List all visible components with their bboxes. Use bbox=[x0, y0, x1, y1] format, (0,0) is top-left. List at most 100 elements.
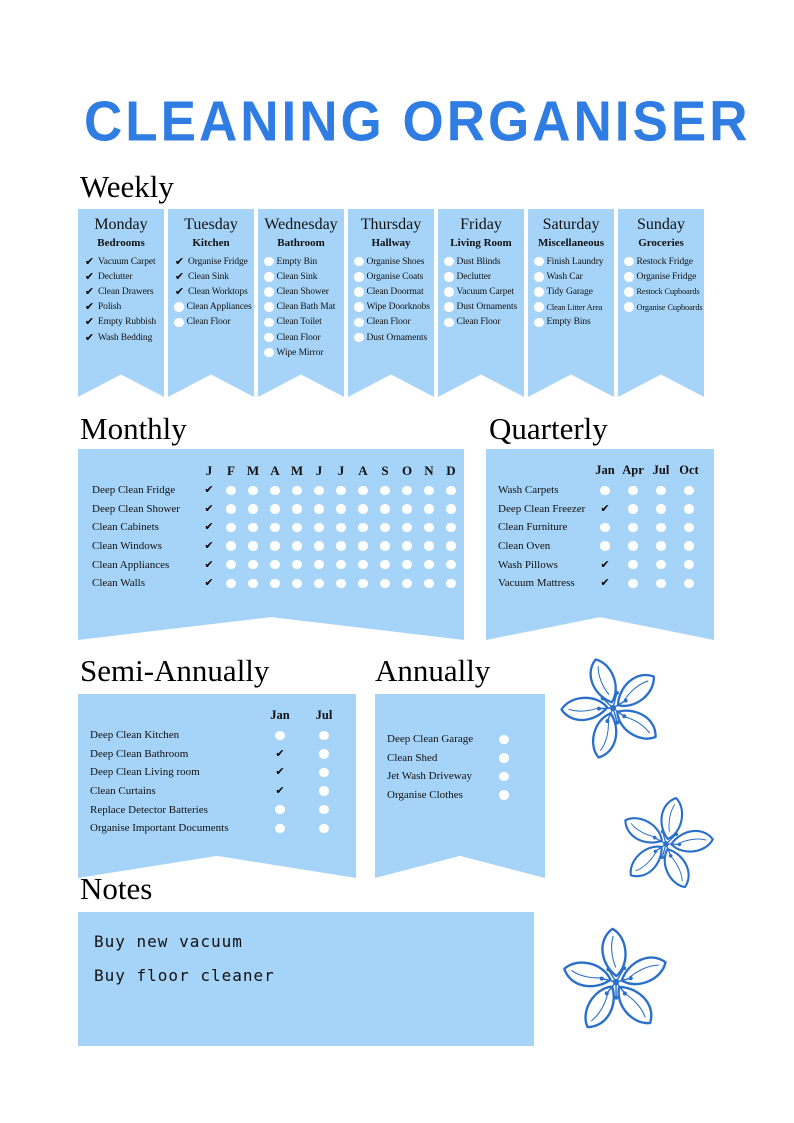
checkbox-unchecked-icon[interactable] bbox=[226, 541, 236, 551]
checkbox-unchecked-icon[interactable] bbox=[226, 504, 236, 514]
checkbox-unchecked-icon[interactable] bbox=[424, 504, 434, 514]
checkbox-unchecked-icon[interactable] bbox=[314, 578, 324, 589]
checkbox-unchecked-icon[interactable] bbox=[270, 559, 280, 570]
checkbox-unchecked-icon[interactable] bbox=[380, 559, 390, 570]
checkbox-unchecked-icon[interactable] bbox=[628, 504, 638, 514]
checkbox-unchecked-icon[interactable] bbox=[319, 786, 329, 796]
checkbox-unchecked-icon[interactable] bbox=[656, 485, 666, 496]
checkbox-unchecked-icon[interactable] bbox=[444, 272, 454, 282]
checkbox-unchecked-icon[interactable] bbox=[292, 559, 302, 570]
checkbox-unchecked-icon[interactable] bbox=[624, 272, 634, 282]
checkbox-checked-icon[interactable]: ✔ bbox=[275, 784, 285, 798]
checkbox-unchecked-icon[interactable] bbox=[336, 522, 346, 533]
checkbox-unchecked-icon[interactable] bbox=[358, 485, 368, 496]
checkbox-unchecked-icon[interactable] bbox=[314, 541, 324, 551]
checkbox-unchecked-icon[interactable] bbox=[534, 272, 544, 282]
checkbox-unchecked-icon[interactable] bbox=[424, 578, 434, 589]
checkbox-unchecked-icon[interactable] bbox=[656, 504, 666, 514]
checkbox-unchecked-icon[interactable] bbox=[446, 504, 456, 514]
checkbox-unchecked-icon[interactable] bbox=[354, 256, 364, 267]
checkbox-unchecked-icon[interactable] bbox=[534, 256, 544, 267]
checkbox-checked-icon[interactable]: ✔ bbox=[204, 557, 214, 571]
checkbox-unchecked-icon[interactable] bbox=[684, 522, 694, 533]
checkbox-unchecked-icon[interactable] bbox=[264, 272, 274, 282]
checkbox-unchecked-icon[interactable] bbox=[314, 559, 324, 570]
checkbox-unchecked-icon[interactable] bbox=[248, 522, 258, 533]
checkbox-unchecked-icon[interactable] bbox=[336, 559, 346, 570]
checkbox-checked-icon[interactable]: ✔ bbox=[204, 501, 214, 515]
checkbox-unchecked-icon[interactable] bbox=[358, 541, 368, 551]
checkbox-checked-icon[interactable]: ✔ bbox=[600, 557, 610, 571]
checkbox-unchecked-icon[interactable] bbox=[600, 541, 610, 551]
checkbox-unchecked-icon[interactable] bbox=[402, 504, 412, 514]
checkbox-unchecked-icon[interactable] bbox=[174, 317, 184, 328]
checkbox-unchecked-icon[interactable] bbox=[319, 767, 329, 778]
checkbox-unchecked-icon[interactable] bbox=[684, 578, 694, 589]
checkbox-unchecked-icon[interactable] bbox=[270, 485, 280, 496]
checkbox-checked-icon[interactable]: ✔ bbox=[204, 576, 214, 590]
checkbox-unchecked-icon[interactable] bbox=[684, 504, 694, 514]
checkbox-unchecked-icon[interactable] bbox=[270, 541, 280, 551]
checkbox-unchecked-icon[interactable] bbox=[292, 485, 302, 496]
checkbox-unchecked-icon[interactable] bbox=[319, 804, 329, 815]
checkbox-checked-icon[interactable]: ✔ bbox=[84, 300, 95, 314]
checkbox-unchecked-icon[interactable] bbox=[628, 559, 638, 570]
checkbox-unchecked-icon[interactable] bbox=[499, 734, 509, 745]
checkbox-unchecked-icon[interactable] bbox=[424, 559, 434, 570]
checkbox-checked-icon[interactable]: ✔ bbox=[84, 269, 95, 283]
checkbox-checked-icon[interactable]: ✔ bbox=[275, 765, 285, 779]
checkbox-unchecked-icon[interactable] bbox=[248, 504, 258, 514]
checkbox-unchecked-icon[interactable] bbox=[358, 578, 368, 589]
checkbox-unchecked-icon[interactable] bbox=[248, 559, 258, 570]
checkbox-unchecked-icon[interactable] bbox=[424, 541, 434, 551]
checkbox-unchecked-icon[interactable] bbox=[275, 730, 285, 741]
checkbox-unchecked-icon[interactable] bbox=[402, 541, 412, 551]
checkbox-unchecked-icon[interactable] bbox=[534, 317, 544, 328]
checkbox-checked-icon[interactable]: ✔ bbox=[174, 269, 185, 283]
checkbox-unchecked-icon[interactable] bbox=[444, 302, 454, 312]
checkbox-unchecked-icon[interactable] bbox=[292, 504, 302, 514]
checkbox-unchecked-icon[interactable] bbox=[314, 485, 324, 496]
checkbox-unchecked-icon[interactable] bbox=[446, 578, 456, 589]
checkbox-unchecked-icon[interactable] bbox=[446, 559, 456, 570]
checkbox-unchecked-icon[interactable] bbox=[402, 578, 412, 589]
checkbox-unchecked-icon[interactable] bbox=[358, 504, 368, 514]
checkbox-unchecked-icon[interactable] bbox=[628, 485, 638, 496]
checkbox-unchecked-icon[interactable] bbox=[628, 522, 638, 533]
checkbox-unchecked-icon[interactable] bbox=[499, 771, 509, 782]
checkbox-unchecked-icon[interactable] bbox=[314, 504, 324, 514]
checkbox-checked-icon[interactable]: ✔ bbox=[174, 254, 185, 268]
checkbox-unchecked-icon[interactable] bbox=[446, 522, 456, 533]
checkbox-unchecked-icon[interactable] bbox=[684, 559, 694, 570]
checkbox-unchecked-icon[interactable] bbox=[380, 485, 390, 496]
checkbox-checked-icon[interactable]: ✔ bbox=[84, 284, 95, 298]
checkbox-unchecked-icon[interactable] bbox=[292, 541, 302, 551]
checkbox-unchecked-icon[interactable] bbox=[248, 541, 258, 551]
checkbox-unchecked-icon[interactable] bbox=[656, 522, 666, 533]
checkbox-unchecked-icon[interactable] bbox=[336, 578, 346, 589]
checkbox-unchecked-icon[interactable] bbox=[380, 504, 390, 514]
checkbox-unchecked-icon[interactable] bbox=[534, 287, 544, 297]
checkbox-unchecked-icon[interactable] bbox=[264, 317, 274, 328]
checkbox-checked-icon[interactable]: ✔ bbox=[84, 330, 95, 344]
checkbox-unchecked-icon[interactable] bbox=[264, 332, 274, 343]
checkbox-unchecked-icon[interactable] bbox=[275, 804, 285, 815]
checkbox-unchecked-icon[interactable] bbox=[446, 485, 456, 496]
checkbox-unchecked-icon[interactable] bbox=[380, 578, 390, 589]
checkbox-unchecked-icon[interactable] bbox=[226, 522, 236, 533]
checkbox-unchecked-icon[interactable] bbox=[248, 578, 258, 589]
checkbox-unchecked-icon[interactable] bbox=[336, 485, 346, 496]
checkbox-unchecked-icon[interactable] bbox=[292, 522, 302, 533]
checkbox-unchecked-icon[interactable] bbox=[684, 541, 694, 551]
checkbox-checked-icon[interactable]: ✔ bbox=[174, 284, 185, 298]
checkbox-unchecked-icon[interactable] bbox=[270, 578, 280, 589]
checkbox-unchecked-icon[interactable] bbox=[446, 541, 456, 551]
checkbox-unchecked-icon[interactable] bbox=[358, 559, 368, 570]
checkbox-unchecked-icon[interactable] bbox=[354, 332, 364, 343]
checkbox-unchecked-icon[interactable] bbox=[402, 559, 412, 570]
checkbox-unchecked-icon[interactable] bbox=[270, 504, 280, 514]
checkbox-unchecked-icon[interactable] bbox=[402, 522, 412, 533]
checkbox-unchecked-icon[interactable] bbox=[319, 823, 329, 834]
checkbox-unchecked-icon[interactable] bbox=[628, 578, 638, 589]
checkbox-unchecked-icon[interactable] bbox=[656, 541, 666, 551]
